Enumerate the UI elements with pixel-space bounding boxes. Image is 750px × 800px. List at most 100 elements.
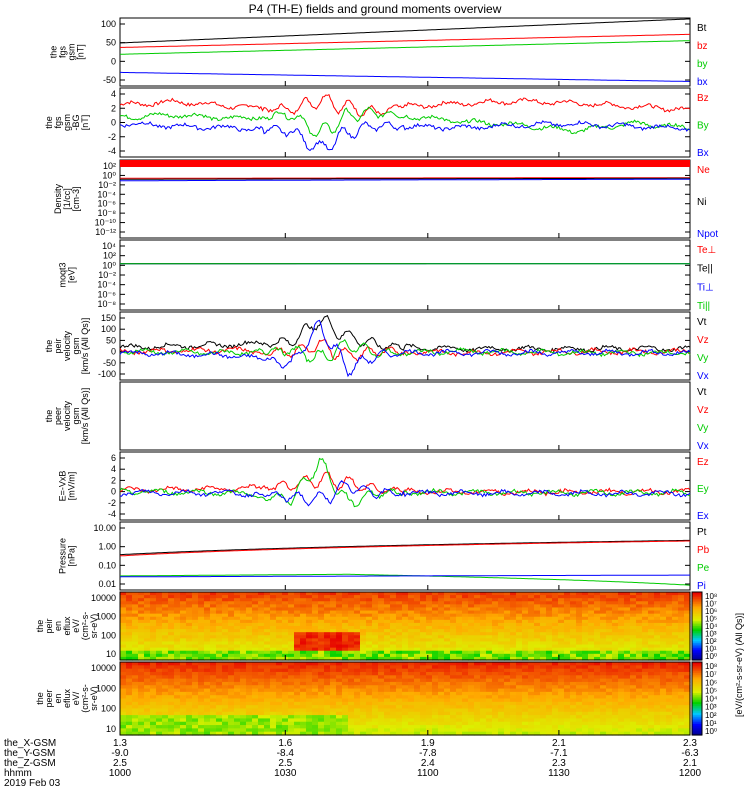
heatmap-cell	[126, 662, 133, 666]
heatmap-cell	[540, 622, 547, 627]
heatmap-cell	[306, 626, 313, 630]
heatmap-cell	[396, 728, 403, 733]
heatmap-cell	[462, 598, 469, 602]
heatmap-cell	[540, 725, 547, 729]
colorbar-cell	[692, 678, 702, 681]
heatmap-cell	[522, 607, 529, 612]
heatmap-cell	[270, 626, 277, 630]
heatmap-cell	[204, 616, 211, 621]
heatmap-cell	[684, 662, 691, 666]
heatmap-cell	[678, 718, 685, 723]
heatmap-cell	[660, 592, 667, 596]
heatmap-cell	[300, 678, 307, 683]
heatmap-cell	[402, 678, 409, 683]
heatmap-cell	[348, 675, 355, 680]
heatmap-cell	[516, 610, 523, 615]
heatmap-cell	[540, 619, 547, 624]
heatmap-cell	[684, 721, 691, 726]
heatmap-cell	[588, 598, 595, 602]
heatmap-cell	[318, 698, 325, 703]
heatmap-cell	[618, 718, 625, 723]
heatmap-cell	[492, 668, 499, 673]
heatmap-cell	[324, 725, 331, 729]
series-Ni	[120, 177, 690, 180]
heatmap-cell	[174, 731, 181, 736]
heatmap-cell	[456, 626, 463, 630]
heatmap-cell	[678, 635, 685, 639]
heatmap-cell	[648, 665, 655, 670]
heatmap-cell	[126, 595, 133, 599]
heatmap-cell	[198, 715, 205, 720]
heatmap-cell	[456, 662, 463, 666]
heatmap-cell	[126, 711, 133, 716]
heatmap-cell	[618, 592, 625, 596]
heatmap-cell	[462, 688, 469, 693]
colorbar-frame	[691, 661, 703, 736]
heatmap-cell	[240, 610, 247, 615]
heatmap-cell	[222, 668, 229, 673]
panel-fgs_dgsm: thefgsgsm-BG[nT]	[44, 87, 691, 158]
heatmap-cell	[264, 598, 271, 602]
heatmap-cell	[150, 607, 157, 612]
heatmap-cell	[210, 701, 217, 706]
heatmap-cell	[174, 715, 181, 720]
heatmap-cell	[192, 698, 199, 703]
heatmap-cell	[642, 725, 649, 729]
heatmap-cell	[342, 653, 349, 658]
heatmap-cell	[558, 685, 565, 690]
heatmap-cell	[324, 718, 331, 723]
heatmap-cell	[354, 685, 361, 690]
heatmap-cell	[528, 711, 535, 716]
heatmap-cell	[492, 728, 499, 733]
heatmap-cell	[600, 641, 607, 646]
heatmap-cell	[288, 718, 295, 723]
heatmap-cell	[498, 691, 505, 696]
heatmap-cell	[360, 650, 367, 655]
heatmap-cell	[138, 728, 145, 733]
heatmap-cell	[390, 632, 397, 636]
heatmap-cell	[426, 698, 433, 703]
heatmap-cell	[546, 626, 553, 630]
heatmap-cell	[216, 685, 223, 690]
heatmap-cell	[486, 647, 493, 652]
heatmap-cell	[606, 604, 613, 609]
heatmap-cell	[438, 656, 445, 661]
heatmap-cell	[498, 715, 505, 720]
heatmap-cell	[444, 632, 451, 636]
heatmap-cell	[324, 638, 331, 643]
heatmap-cell	[648, 685, 655, 690]
heatmap-cell	[444, 728, 451, 733]
colorbar-cell	[692, 634, 702, 637]
heatmap-cell	[306, 698, 313, 703]
heatmap-cell	[564, 685, 571, 690]
heatmap-cell	[276, 641, 283, 646]
heatmap-cell	[324, 650, 331, 655]
heatmap-cell	[528, 641, 535, 646]
heatmap-cell	[618, 671, 625, 676]
heatmap-cell	[486, 695, 493, 700]
y-tick-label: 10⁴	[102, 241, 116, 251]
heatmap-cell	[468, 613, 475, 618]
heatmap-cell	[240, 678, 247, 683]
heatmap-cell	[324, 698, 331, 703]
series-Ne	[120, 177, 690, 179]
heatmap-cell	[534, 721, 541, 726]
heatmap-cell	[624, 715, 631, 720]
heatmap-cell	[588, 604, 595, 609]
heatmap-cell	[582, 632, 589, 636]
heatmap-cell	[258, 619, 265, 624]
heatmap-cell	[480, 691, 487, 696]
heatmap-cell	[348, 691, 355, 696]
heatmap-cell	[252, 705, 259, 710]
heatmap-cell	[186, 675, 193, 680]
heatmap-cell	[162, 647, 169, 652]
heatmap-cell	[120, 688, 127, 693]
heatmap-cell	[474, 650, 481, 655]
heatmap-cell	[408, 705, 415, 710]
heatmap-cell	[648, 671, 655, 676]
heatmap-cell	[600, 592, 607, 596]
heatmap-cell	[576, 595, 583, 599]
heatmap-cell	[678, 632, 685, 636]
heatmap-cell	[438, 592, 445, 596]
heatmap-cell	[216, 675, 223, 680]
